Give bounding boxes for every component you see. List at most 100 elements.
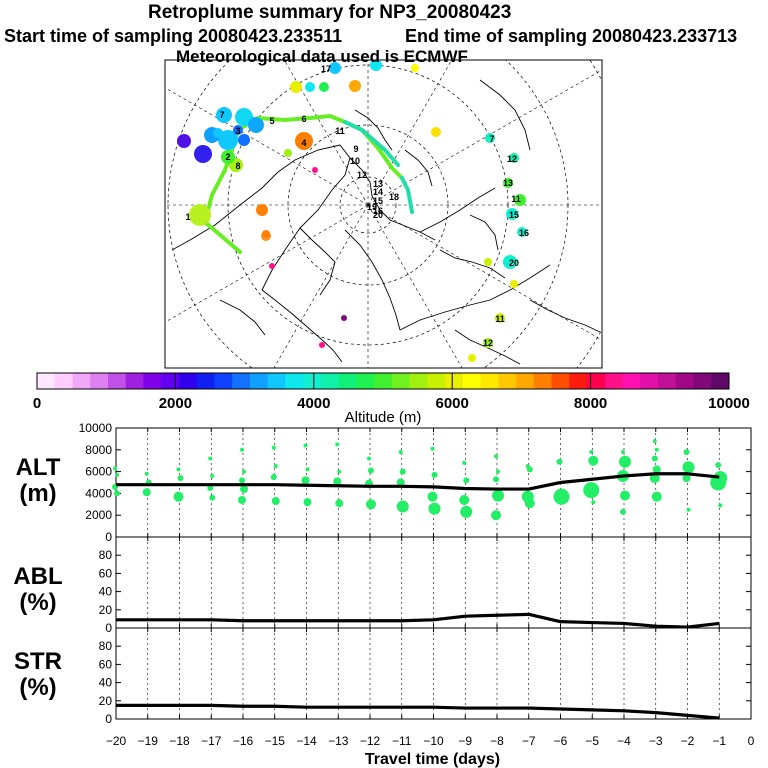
alt-ytick-label: 8000	[85, 443, 112, 457]
coastline	[529, 299, 601, 333]
alt-scatter-point	[462, 460, 467, 465]
colorbar-segment	[480, 373, 499, 389]
alt-scatter-point	[303, 498, 312, 507]
xtick-label: −9	[458, 734, 472, 748]
alt-scatter-point	[115, 472, 119, 477]
coastline	[299, 227, 336, 296]
colorbar-segment	[427, 373, 446, 389]
alt-scatter-point	[396, 478, 405, 487]
alt-scatter-point	[619, 455, 631, 468]
alt-scatter-point	[173, 491, 184, 502]
xtick-label: −2	[681, 734, 695, 748]
coastline	[404, 149, 433, 187]
alt-ytick-label: 10000	[79, 423, 113, 435]
alt-scatter-point	[335, 499, 344, 508]
map-marker-label: 9	[353, 144, 358, 154]
met-data-label: Meteorological data used is ECMWF	[176, 47, 468, 66]
colorbar-segment	[640, 373, 659, 389]
colorbar-segment	[409, 373, 428, 389]
colorbar-segment	[445, 373, 464, 389]
alt-scatter-point	[209, 494, 216, 501]
xtick-label: −14	[296, 734, 317, 748]
alt-scatter-point	[654, 447, 659, 452]
map-marker-label: 17	[321, 64, 331, 74]
alt-scatter-point	[114, 490, 120, 497]
plume-marker	[177, 134, 191, 148]
plume-marker	[495, 313, 505, 323]
map-marker-label: 13	[503, 178, 513, 188]
str-label-line1: STR	[14, 648, 62, 675]
str-ytick-label: 60	[99, 657, 113, 671]
str-series-line	[116, 703, 720, 720]
alt-scatter-point	[494, 454, 498, 459]
alt-scatter-point	[459, 494, 470, 505]
plume-marker	[483, 338, 493, 348]
alt-ytick-label: 0	[105, 530, 112, 544]
xtick-label: −16	[233, 734, 254, 748]
str-ytick-label: 20	[99, 694, 113, 708]
alt-scatter-point	[430, 446, 435, 451]
alt-ytick-label: 2000	[85, 508, 112, 522]
xtick-label: −1	[712, 734, 726, 748]
alt-scatter-point	[270, 474, 277, 481]
map-marker-label: 2	[225, 152, 230, 162]
plume-marker	[510, 280, 518, 288]
trajectory-line-cyan	[400, 176, 414, 214]
map-marker-label: 1	[185, 212, 190, 222]
colorbar-segment	[693, 373, 712, 389]
map-marker-label: 11	[335, 126, 345, 136]
colorbar-segment	[37, 373, 56, 389]
colorbar-segment	[178, 373, 198, 389]
xtick-label: −12	[360, 734, 381, 748]
xtick-label: −8	[490, 734, 504, 748]
alt-scatter-point	[428, 502, 441, 515]
alt-scatter-point	[686, 507, 691, 512]
plume-marker	[517, 227, 527, 237]
meridian-line	[165, 87, 369, 206]
coastline	[399, 264, 551, 331]
x-axis-label: Travel time (days)	[365, 751, 500, 768]
map-marker-label: 16	[373, 206, 383, 216]
plume-marker	[221, 150, 235, 164]
alt-ytick-label: 4000	[85, 486, 112, 500]
colorbar-segment	[338, 373, 357, 389]
alt-scatter-point	[271, 497, 280, 506]
plume-marker	[503, 178, 513, 188]
start-time-label: Start time of sampling 20080423.233511	[4, 26, 343, 46]
plume-marker	[238, 134, 250, 146]
colorbar-segment	[249, 373, 269, 389]
abl-ytick-label: 0	[105, 621, 112, 635]
xtick-label: −15	[265, 734, 286, 748]
alt-scatter-point	[113, 466, 117, 471]
alt-scatter-point	[526, 466, 533, 473]
alt-scatter-point	[651, 491, 662, 502]
map-marker-label: 10	[350, 156, 360, 166]
plume-marker	[319, 342, 325, 348]
abl-ytick-label: 40	[99, 585, 113, 599]
colorbar-segment	[303, 373, 322, 389]
colorbar-segment	[356, 373, 375, 389]
plume-marker	[514, 194, 526, 206]
alt-scatter-point	[682, 474, 691, 483]
plume-marker	[256, 204, 268, 216]
map-marker-label: 11	[495, 314, 505, 324]
alt-axis-label: ALT (m)	[8, 455, 68, 507]
plume-marker	[509, 153, 519, 163]
altitude-colorbar: 0 2000 4000 6000 8000 10000 Altitude (m)	[33, 372, 750, 426]
map-marker-label: 16	[519, 228, 529, 238]
map-marker-label: 12	[483, 338, 493, 348]
alt-scatter-point	[177, 475, 184, 482]
plume-marker	[329, 62, 341, 74]
colorbar-tick-label: 2000	[159, 395, 192, 412]
plume-marker	[485, 133, 495, 143]
map-marker-label: 3	[235, 126, 240, 136]
alt-scatter-point	[366, 499, 376, 510]
colorbar-tick-label: 8000	[574, 395, 607, 412]
abl-label-line2: (%)	[19, 589, 57, 616]
colorbar-segment	[72, 373, 91, 389]
alt-scatter-point	[553, 488, 570, 505]
plume-marker	[218, 130, 238, 150]
map-marker-label: 15	[373, 196, 383, 206]
alt-scatter-point	[556, 458, 563, 465]
